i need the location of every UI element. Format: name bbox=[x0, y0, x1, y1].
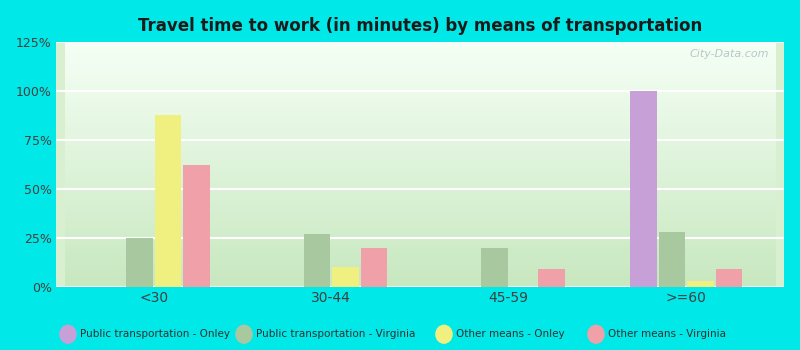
Bar bbox=[659, 232, 686, 287]
Text: Public transportation - Onley: Public transportation - Onley bbox=[80, 329, 230, 339]
Bar bbox=[126, 238, 153, 287]
Text: City-Data.com: City-Data.com bbox=[690, 49, 770, 60]
Title: Travel time to work (in minutes) by means of transportation: Travel time to work (in minutes) by mean… bbox=[138, 17, 702, 35]
Bar bbox=[538, 270, 565, 287]
Bar bbox=[361, 248, 387, 287]
Text: Public transportation - Virginia: Public transportation - Virginia bbox=[256, 329, 415, 339]
Bar bbox=[630, 91, 657, 287]
Bar bbox=[482, 248, 508, 287]
Bar bbox=[183, 166, 210, 287]
Text: Other means - Virginia: Other means - Virginia bbox=[608, 329, 726, 339]
Bar bbox=[716, 270, 742, 287]
Text: Other means - Onley: Other means - Onley bbox=[456, 329, 565, 339]
Bar bbox=[304, 234, 330, 287]
Bar bbox=[687, 281, 714, 287]
Bar bbox=[154, 114, 181, 287]
Bar bbox=[332, 267, 358, 287]
